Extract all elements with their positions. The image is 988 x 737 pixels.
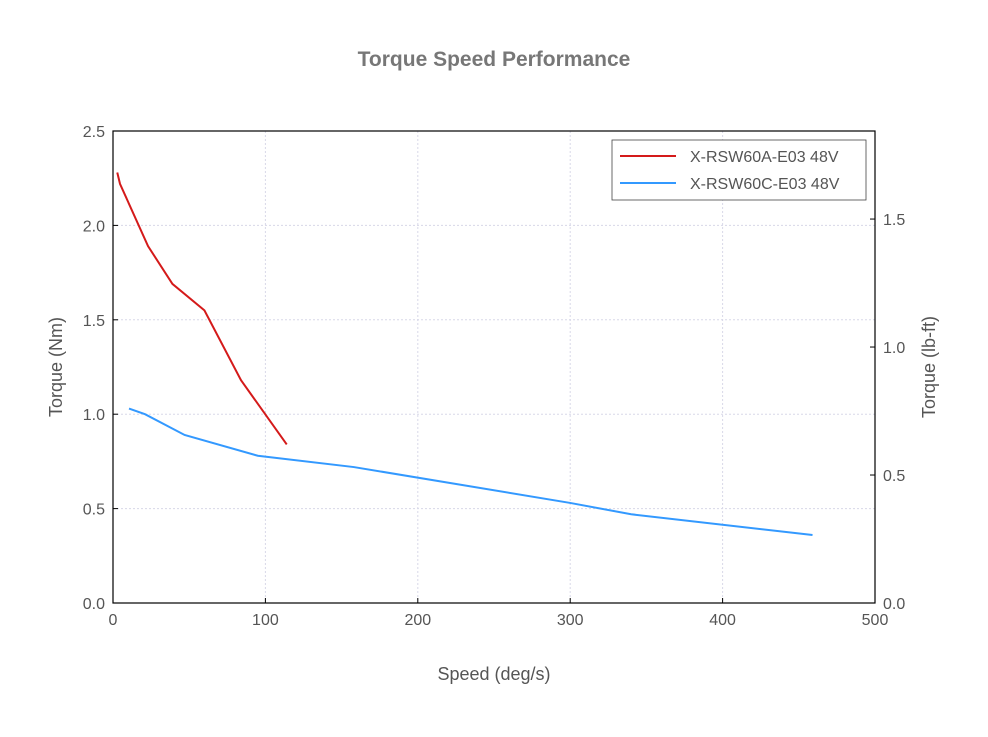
legend: X-RSW60A-E03 48V X-RSW60C-E03 48V bbox=[611, 139, 867, 201]
x-tick-label: 500 bbox=[862, 612, 889, 629]
y-tick-label: 0.5 bbox=[83, 502, 105, 519]
x-axis-label: Speed (deg/s) bbox=[437, 664, 550, 684]
y-tick-label: 2.5 bbox=[83, 124, 105, 141]
y2-tick-label: 1.5 bbox=[883, 212, 905, 229]
x-tick-label: 300 bbox=[557, 612, 584, 629]
y-tick-label: 1.5 bbox=[83, 313, 105, 330]
y2-axis-label: Torque (lb-ft) bbox=[919, 316, 939, 418]
y-tick-label: 2.0 bbox=[83, 218, 105, 235]
legend-label-c: X-RSW60C-E03 48V bbox=[690, 176, 840, 193]
legend-box bbox=[611, 139, 867, 201]
series-line-1 bbox=[128, 407, 813, 537]
plot-frame bbox=[112, 130, 876, 604]
x-tick-label: 100 bbox=[252, 612, 279, 629]
x-tick-label: 200 bbox=[404, 612, 431, 629]
x-tick-label: 0 bbox=[109, 612, 118, 629]
y-tick-label: 0.0 bbox=[83, 596, 105, 613]
chart-title: Torque Speed Performance bbox=[358, 48, 631, 71]
y2-tick-label: 0.5 bbox=[883, 468, 905, 485]
y2-tick-label: 0.0 bbox=[883, 596, 905, 613]
y-tick-label: 1.0 bbox=[83, 407, 105, 424]
y-axis-label: Torque (Nm) bbox=[46, 317, 66, 417]
series-line-0 bbox=[116, 172, 288, 445]
legend-label-a: X-RSW60A-E03 48V bbox=[690, 149, 839, 166]
y2-tick-label: 1.0 bbox=[883, 340, 905, 357]
x-tick-label: 400 bbox=[709, 612, 736, 629]
